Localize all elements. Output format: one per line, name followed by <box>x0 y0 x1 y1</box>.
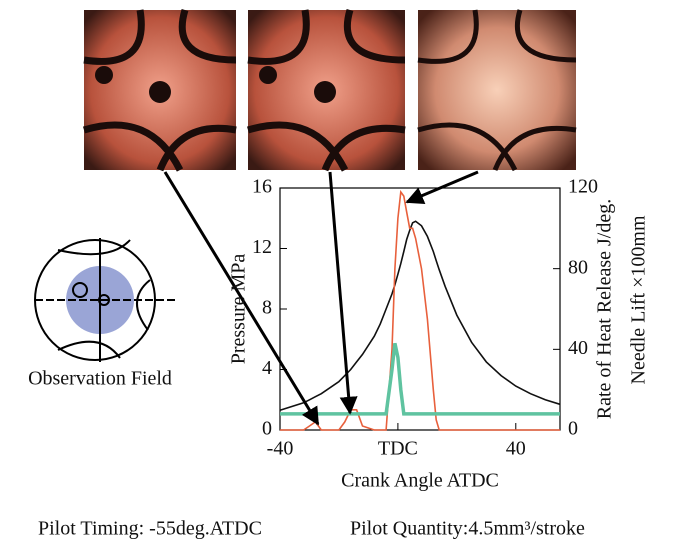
y-tick-label: 16 <box>252 176 272 198</box>
y2-tick-label: 40 <box>568 337 588 359</box>
y-tick-label: 0 <box>262 418 272 440</box>
series-line <box>280 189 560 431</box>
caption: Pilot Quantity:4.5mm³/stroke <box>350 518 585 540</box>
y2-tick-label: 80 <box>568 256 588 278</box>
inset-diagram <box>34 238 175 362</box>
x-tick-label: TDC <box>378 438 418 460</box>
inset-label: Observation Field <box>28 368 172 390</box>
y-axis-title: Pressure MPa <box>228 254 250 365</box>
y2-tick-label: 0 <box>568 418 578 440</box>
y-tick-label: 4 <box>262 357 272 379</box>
series-line <box>280 342 560 416</box>
caption: Pilot Timing: -55deg.ATDC <box>38 518 262 540</box>
plot: -40 TDC 40 0 4 8 12 16 0 40 80 120 <box>252 176 598 460</box>
y-tick-label: 8 <box>262 297 272 319</box>
x-tick-label: 40 <box>506 438 526 460</box>
y-tick-label: 12 <box>252 236 272 258</box>
y2-axis-title: Rate of Heat Release J/deg. <box>594 199 616 419</box>
series-line <box>279 220 561 412</box>
photos <box>82 8 577 172</box>
x-tick-label: -40 <box>267 438 294 460</box>
arrows <box>163 170 479 426</box>
x-axis-title: Crank Angle ATDC <box>341 470 499 492</box>
y2-axis-title-2: Needle Lift ×100mm <box>628 215 650 384</box>
y2-tick-label: 120 <box>568 176 598 198</box>
